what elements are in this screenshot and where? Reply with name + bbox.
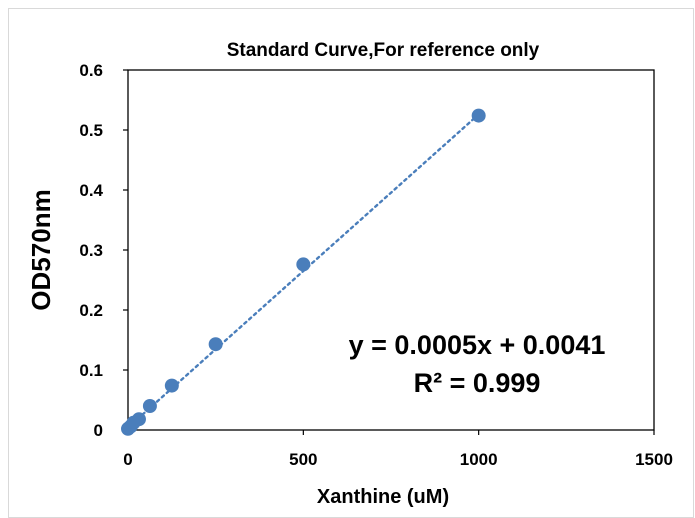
y-tick-label: 0 xyxy=(94,421,103,440)
x-tick-label: 500 xyxy=(289,450,317,469)
y-tick-label: 0.3 xyxy=(79,241,103,260)
data-points xyxy=(121,108,486,436)
y-tick-label: 0.6 xyxy=(79,61,103,80)
plot-area xyxy=(127,69,655,431)
data-point xyxy=(142,399,157,413)
y-tick-label: 0.2 xyxy=(79,301,103,320)
y-tick-label: 0.4 xyxy=(79,181,103,200)
data-point xyxy=(296,257,311,272)
x-tick-label: 1000 xyxy=(460,450,498,469)
x-axis-title: Xanthine (uM) xyxy=(317,486,449,508)
chart-title: Standard Curve,For reference only xyxy=(227,40,540,61)
x-tick-label: 0 xyxy=(123,450,132,469)
data-point xyxy=(471,108,486,123)
axis-ticks xyxy=(123,69,655,435)
r-squared-label: R² = 0.999 xyxy=(414,368,541,398)
y-tick-label: 0.1 xyxy=(79,361,103,380)
y-axis-title: OD570nm xyxy=(26,189,56,310)
x-tick-label: 1500 xyxy=(635,450,673,469)
data-point xyxy=(208,337,223,352)
tick-labels: 0 500 1000 1500 0 0.1 0.2 0.3 0.4 0.5 0.6 xyxy=(79,61,673,469)
data-point xyxy=(131,412,146,427)
y-tick-label: 0.5 xyxy=(79,121,103,140)
trendline-equation: y = 0.0005x + 0.0041 xyxy=(349,330,606,360)
data-point xyxy=(164,378,179,393)
